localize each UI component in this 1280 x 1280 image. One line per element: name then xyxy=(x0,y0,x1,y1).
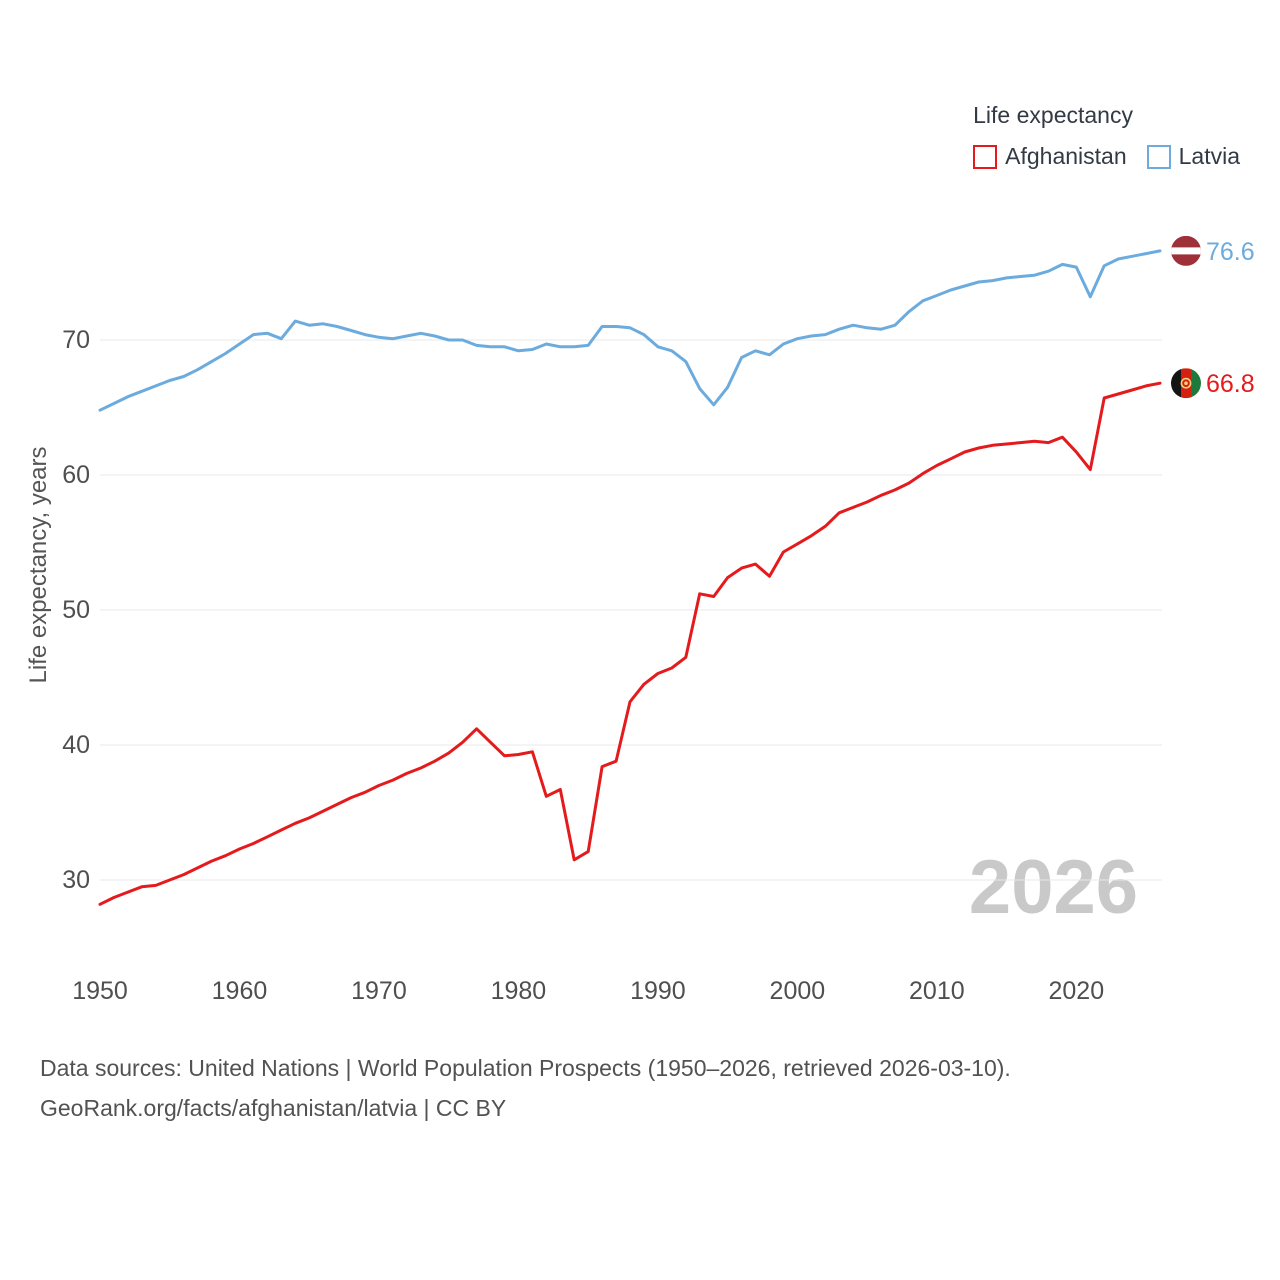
legend-label-latvia: Latvia xyxy=(1178,143,1240,169)
y-tick-label: 50 xyxy=(62,596,90,624)
end-value-label-latvia: 76.6 xyxy=(1206,238,1255,266)
latvia-swatch-icon xyxy=(1146,144,1171,169)
series-line-afghanistan[interactable] xyxy=(98,381,1162,906)
legend: Life expectancy Afghanistan Latvia xyxy=(973,102,1240,170)
legend-item-latvia[interactable]: Latvia xyxy=(1146,143,1240,170)
y-tick-label: 60 xyxy=(62,461,90,489)
x-tick-label: 1960 xyxy=(212,977,268,1005)
x-tick-label: 2000 xyxy=(770,977,826,1005)
x-tick-label: 1980 xyxy=(491,977,547,1005)
afghanistan-swatch-icon xyxy=(973,144,998,169)
legend-label-afghanistan: Afghanistan xyxy=(1005,143,1127,169)
latvia-flag-icon xyxy=(1171,235,1201,266)
data-sources-line: Data sources: United Nations | World Pop… xyxy=(40,1055,1011,1081)
line-chart: 2026 30 40 50 60 70 1950 1960 1970 1980 1990 2000 20… xyxy=(25,235,1255,1005)
watermark-year: 2026 xyxy=(969,845,1138,930)
y-tick-label: 70 xyxy=(62,326,90,354)
y-tick-label: 30 xyxy=(62,866,90,894)
x-tick-label: 1970 xyxy=(351,977,407,1005)
afghanistan-flag-icon xyxy=(1171,368,1201,399)
line-chart-container: 2026 30 40 50 60 70 1950 1960 1970 1980 1990 2000 20… xyxy=(25,235,1255,1005)
legend-items: Afghanistan Latvia xyxy=(973,143,1240,170)
attribution-line: GeoRank.org/facts/afghanistan/latvia | C… xyxy=(40,1095,507,1121)
x-tick-label: 2010 xyxy=(909,977,965,1005)
x-tick-label: 1950 xyxy=(72,977,128,1005)
x-tick-label: 2020 xyxy=(1049,977,1105,1005)
legend-item-afghanistan[interactable]: Afghanistan xyxy=(973,143,1127,170)
x-tick-label: 1990 xyxy=(630,977,686,1005)
legend-title: Life expectancy xyxy=(973,102,1133,128)
end-value-label-afghanistan: 66.8 xyxy=(1206,370,1255,398)
y-axis-title: Life expectancy, years xyxy=(25,446,52,683)
series-line-latvia[interactable] xyxy=(98,249,1162,412)
footer: Data sources: United Nations | World Pop… xyxy=(40,1048,1011,1128)
y-tick-label: 40 xyxy=(62,731,90,759)
